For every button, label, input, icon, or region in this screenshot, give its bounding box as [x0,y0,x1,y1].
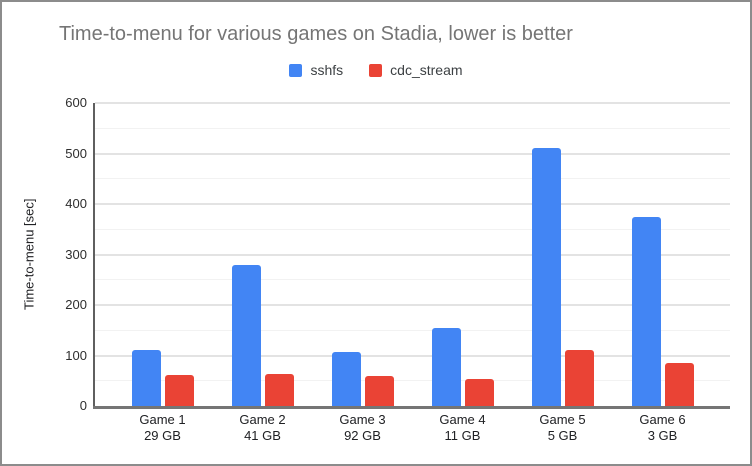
gridline-major-300 [95,253,730,256]
x-label-line-category: Game 6 [639,412,686,427]
x-label-line-category: Game 2 [239,412,286,427]
legend-item-cdc_stream: cdc_stream [369,62,463,78]
x-label-line-size: 3 GB [647,428,678,443]
legend-swatch-sshfs [289,63,303,77]
y-tick-label-600: 600 [65,95,87,110]
legend-swatch-cdc_stream [369,63,383,77]
legend-label-cdc_stream: cdc_stream [390,62,463,78]
bar-sshfs-game-3 [331,351,361,406]
bar-sshfs-game-1 [131,350,161,406]
y-tick-label-0: 0 [79,398,87,413]
x-label-game-3: Game 3 92 GB [313,412,413,444]
gridline-minor-150 [95,329,730,331]
x-label-line-size: 5 GB [547,428,578,443]
x-label-line-size: 11 GB [444,428,481,443]
x-label-game-2: Game 2 41 GB [213,412,313,444]
gridline-minor-450 [95,178,730,180]
gridline-minor-350 [95,228,730,230]
legend: sshfs cdc_stream [2,62,750,78]
bar-sshfs-game-5 [531,148,561,406]
bar-cdc_stream-game-6 [664,362,694,406]
gridline-major-600 [95,102,730,104]
bar-cdc_stream-game-5 [564,350,594,406]
bar-cdc_stream-game-4 [464,378,494,406]
y-tick-label-200: 200 [65,297,87,312]
bar-sshfs-game-4 [431,328,461,406]
gridline-major-400 [95,203,730,205]
bar-cdc_stream-game-3 [364,376,394,406]
x-label-line-category: Game 3 [339,412,386,427]
x-axis [93,406,730,409]
y-axis [93,103,95,409]
bar-sshfs-game-2 [231,264,261,406]
bar-cdc_stream-game-2 [264,374,294,406]
x-label-game-1: Game 1 29 GB [113,412,213,444]
gridline-minor-50 [95,380,730,382]
x-label-line-size: 41 GB [244,428,281,443]
gridline-minor-550 [95,127,730,129]
y-axis-title: Time-to-menu [sec] [21,198,37,311]
y-tick-label-500: 500 [65,145,87,161]
y-tick-label-400: 400 [65,196,87,211]
x-label-line-size: 29 GB [144,428,181,443]
chart-title: Time-to-menu for various games on Stadia… [59,23,573,45]
gridline-major-200 [95,304,730,306]
legend-item-sshfs: sshfs [289,62,343,78]
bar-cdc_stream-game-1 [164,374,194,406]
gridline-major-100 [95,354,730,357]
bar-sshfs-game-6 [631,217,661,406]
x-label-line-category: Game 5 [539,412,586,427]
gridline-minor-250 [95,279,730,281]
y-tick-label-300: 300 [65,246,87,262]
x-label-line-size: 92 GB [344,428,381,443]
legend-label-sshfs: sshfs [310,62,344,78]
x-label-line-category: Game 1 [139,412,186,427]
x-label-line-category: Game 4 [439,412,486,427]
y-tick-label-100: 100 [65,347,87,363]
x-label-game-4: Game 4 11 GB [413,412,513,444]
gridline-major-500 [95,152,730,155]
